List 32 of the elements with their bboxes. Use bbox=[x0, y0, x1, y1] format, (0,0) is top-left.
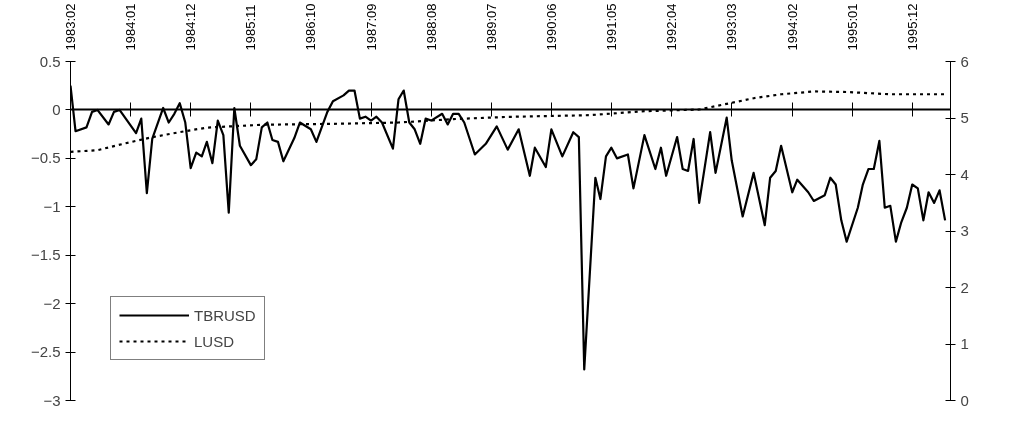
y-tick-label: 0 bbox=[52, 100, 61, 118]
y-tick-label: −2 bbox=[43, 294, 61, 312]
x-tick-label: 1984:01 bbox=[123, 3, 138, 51]
x-tick-label: 1990:06 bbox=[543, 3, 559, 51]
x-tick-label: 1991:05 bbox=[603, 3, 619, 51]
y-tick-label: −0.5 bbox=[30, 149, 61, 167]
y2-tick-label: 3 bbox=[960, 222, 969, 239]
y-tick-label: −1 bbox=[43, 197, 61, 215]
x-tick-label: 1988:08 bbox=[423, 3, 439, 51]
x-tick-label: 1994:02 bbox=[784, 3, 800, 51]
legend-label: TBRUSD bbox=[194, 306, 256, 324]
y-tick-label: −1.5 bbox=[30, 246, 61, 264]
y-tick-label: −2.5 bbox=[30, 343, 61, 361]
x-tick-label: 1986:10 bbox=[303, 3, 319, 51]
y2-tick-label: 0 bbox=[960, 391, 969, 409]
x-tick-label: 1993:03 bbox=[724, 3, 740, 51]
x-tick-label: 1983:02 bbox=[63, 3, 78, 51]
y-tick-label: −3 bbox=[43, 391, 61, 409]
x-tick-label: 1984:12 bbox=[183, 3, 199, 51]
x-tick-label: 1987:09 bbox=[363, 3, 379, 51]
y2-tick-label: 4 bbox=[960, 165, 969, 183]
x-tick-label: 1995:12 bbox=[904, 3, 920, 51]
x-tick-label: 1995:01 bbox=[844, 3, 860, 51]
x-tick-label: 1985:11 bbox=[243, 4, 259, 51]
y2-tick-label: 2 bbox=[960, 278, 969, 296]
x-tick-label: 1989:07 bbox=[483, 3, 499, 51]
y2-tick-label: 1 bbox=[960, 335, 969, 352]
legend-label: LUSD bbox=[194, 332, 235, 350]
y2-tick-label: 6 bbox=[960, 52, 969, 70]
x-tick-label: 1992:04 bbox=[664, 3, 680, 51]
y-tick-label: 0.5 bbox=[39, 52, 61, 70]
y2-tick-label: 5 bbox=[960, 109, 969, 126]
